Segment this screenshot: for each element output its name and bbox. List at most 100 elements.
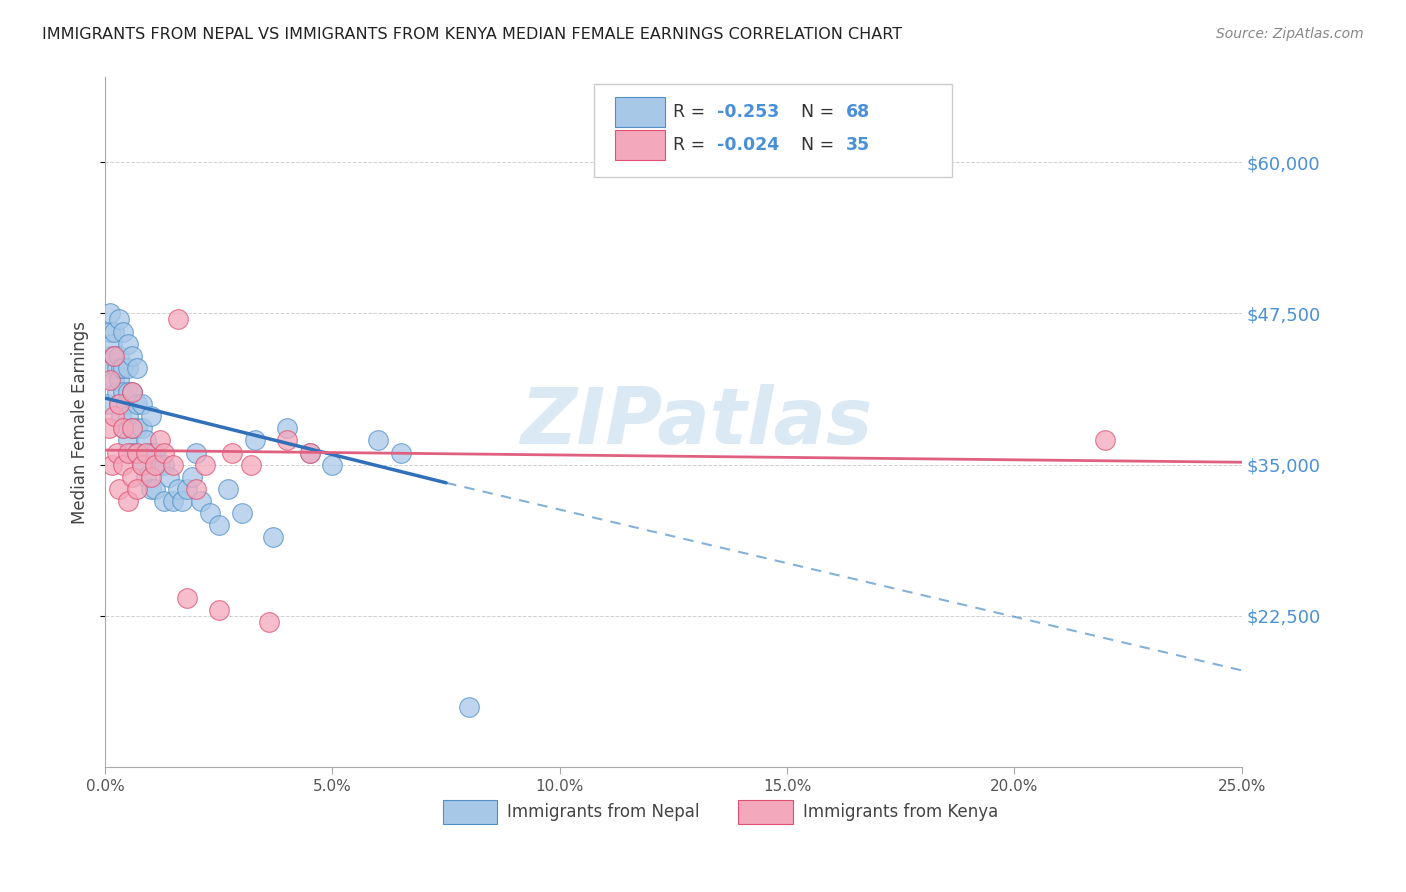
Point: [103, 373, 125, 387]
Point: [110, 360, 132, 375]
Point: [108, 482, 131, 496]
Point: [131, 397, 153, 411]
Point: [221, 445, 243, 459]
Point: [231, 506, 253, 520]
Point: [103, 409, 125, 424]
FancyBboxPatch shape: [593, 85, 952, 178]
Point: [135, 434, 157, 448]
Point: [184, 445, 207, 459]
Point: [190, 494, 212, 508]
Point: [194, 458, 217, 472]
Point: [167, 312, 190, 326]
Point: [1094, 434, 1116, 448]
Point: [112, 421, 135, 435]
Point: [108, 373, 131, 387]
Y-axis label: Median Female Earnings: Median Female Earnings: [72, 321, 89, 524]
Point: [135, 445, 157, 459]
Point: [131, 421, 153, 435]
FancyBboxPatch shape: [443, 800, 498, 823]
Point: [298, 445, 321, 459]
Point: [389, 445, 412, 459]
Point: [143, 458, 166, 472]
Point: [139, 445, 162, 459]
Text: N =: N =: [800, 136, 839, 154]
Point: [208, 518, 231, 533]
Point: [117, 385, 139, 400]
Point: [105, 360, 128, 375]
FancyBboxPatch shape: [738, 800, 793, 823]
Point: [110, 409, 132, 424]
Point: [108, 397, 131, 411]
Point: [117, 360, 139, 375]
Point: [149, 458, 172, 472]
Point: [167, 482, 190, 496]
Point: [457, 699, 479, 714]
Point: [162, 458, 184, 472]
Point: [257, 615, 280, 629]
Point: [96, 397, 118, 411]
Point: [125, 445, 148, 459]
Point: [176, 591, 198, 605]
Point: [143, 445, 166, 459]
Point: [114, 397, 136, 411]
Point: [125, 421, 148, 435]
Point: [105, 445, 128, 459]
Point: [162, 494, 184, 508]
Text: Immigrants from Nepal: Immigrants from Nepal: [508, 803, 700, 821]
Point: [105, 385, 128, 400]
Point: [98, 325, 121, 339]
Point: [149, 434, 172, 448]
Text: R =: R =: [673, 103, 711, 121]
Point: [121, 469, 143, 483]
Point: [117, 494, 139, 508]
Point: [117, 336, 139, 351]
Point: [101, 458, 124, 472]
Text: Immigrants from Kenya: Immigrants from Kenya: [803, 803, 998, 821]
Point: [125, 360, 148, 375]
Point: [103, 349, 125, 363]
Point: [98, 373, 121, 387]
Point: [172, 494, 194, 508]
Text: 35: 35: [846, 136, 870, 154]
Point: [98, 349, 121, 363]
Point: [121, 385, 143, 400]
Point: [108, 312, 131, 326]
Point: [262, 530, 284, 544]
Point: [125, 482, 148, 496]
Point: [108, 349, 131, 363]
Point: [121, 445, 143, 459]
Point: [239, 458, 262, 472]
Point: [112, 325, 135, 339]
Text: -0.253: -0.253: [717, 103, 779, 121]
Point: [103, 349, 125, 363]
Text: R =: R =: [673, 136, 711, 154]
Point: [97, 421, 120, 435]
Point: [103, 325, 125, 339]
Point: [139, 409, 162, 424]
FancyBboxPatch shape: [616, 96, 665, 127]
Point: [321, 458, 343, 472]
Point: [117, 434, 139, 448]
Point: [121, 385, 143, 400]
Point: [217, 482, 239, 496]
Point: [276, 434, 298, 448]
Point: [139, 469, 162, 483]
Point: [121, 349, 143, 363]
Point: [112, 385, 135, 400]
Text: IMMIGRANTS FROM NEPAL VS IMMIGRANTS FROM KENYA MEDIAN FEMALE EARNINGS CORRELATIO: IMMIGRANTS FROM NEPAL VS IMMIGRANTS FROM…: [42, 27, 903, 42]
Point: [245, 434, 267, 448]
Point: [112, 360, 135, 375]
Point: [176, 482, 198, 496]
Point: [117, 445, 139, 459]
Point: [139, 482, 162, 496]
Point: [108, 397, 131, 411]
FancyBboxPatch shape: [616, 130, 665, 161]
Point: [135, 469, 157, 483]
Point: [153, 458, 176, 472]
Text: Source: ZipAtlas.com: Source: ZipAtlas.com: [1216, 27, 1364, 41]
Point: [121, 421, 143, 435]
Point: [125, 397, 148, 411]
Point: [143, 482, 166, 496]
Point: [112, 458, 135, 472]
Point: [298, 445, 321, 459]
